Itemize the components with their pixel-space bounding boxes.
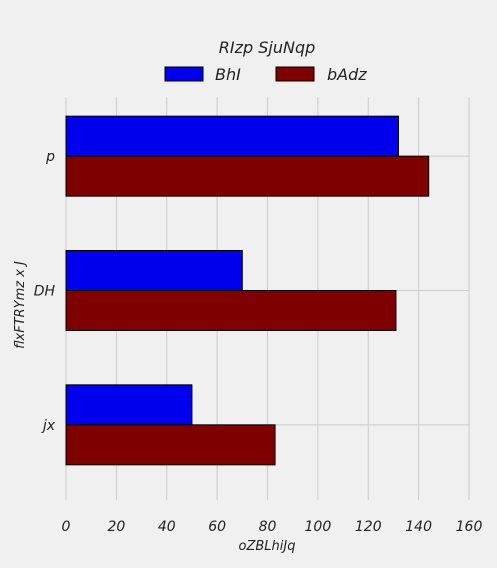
x-tick-label: 0 [62,519,71,535]
y-tick-label: p [45,149,55,165]
legend-swatch-series-2 [275,66,315,82]
x-tick-label: 100 [305,519,332,535]
x-tick-label: 140 [405,519,432,535]
y-tick-label: DH [34,284,56,300]
legend-label-series-1: BhI [215,65,241,84]
bar-series-2 [65,424,276,466]
x-tick-label: 160 [456,519,483,535]
legend: RIzp SjuNqp BhI bAdz [164,38,367,84]
tick-labels: 0 20 40 60 80 100 120 140 160 p DH jx [34,149,483,535]
bar-series-2 [65,155,430,197]
legend-title: RIzp SjuNqp [219,38,316,57]
y-tick-label: jx [41,418,56,434]
x-tick-label: 80 [259,519,277,535]
x-axis-label: oZBLhiJq [239,539,296,554]
bar-series-1 [65,115,399,157]
legend-label-series-2: bAdz [327,65,367,84]
x-tick-label: 40 [158,519,176,535]
bar-series-1 [65,250,243,291]
x-tick-label: 120 [355,519,382,535]
y-axis-label: flxFTRYmz x J [13,261,28,349]
bar-series-1 [65,384,193,426]
bar-series-2 [65,290,397,331]
x-tick-label: 20 [107,519,125,535]
x-tick-label: 60 [208,519,226,535]
legend-swatch-series-1 [164,66,204,82]
bars [65,115,430,466]
